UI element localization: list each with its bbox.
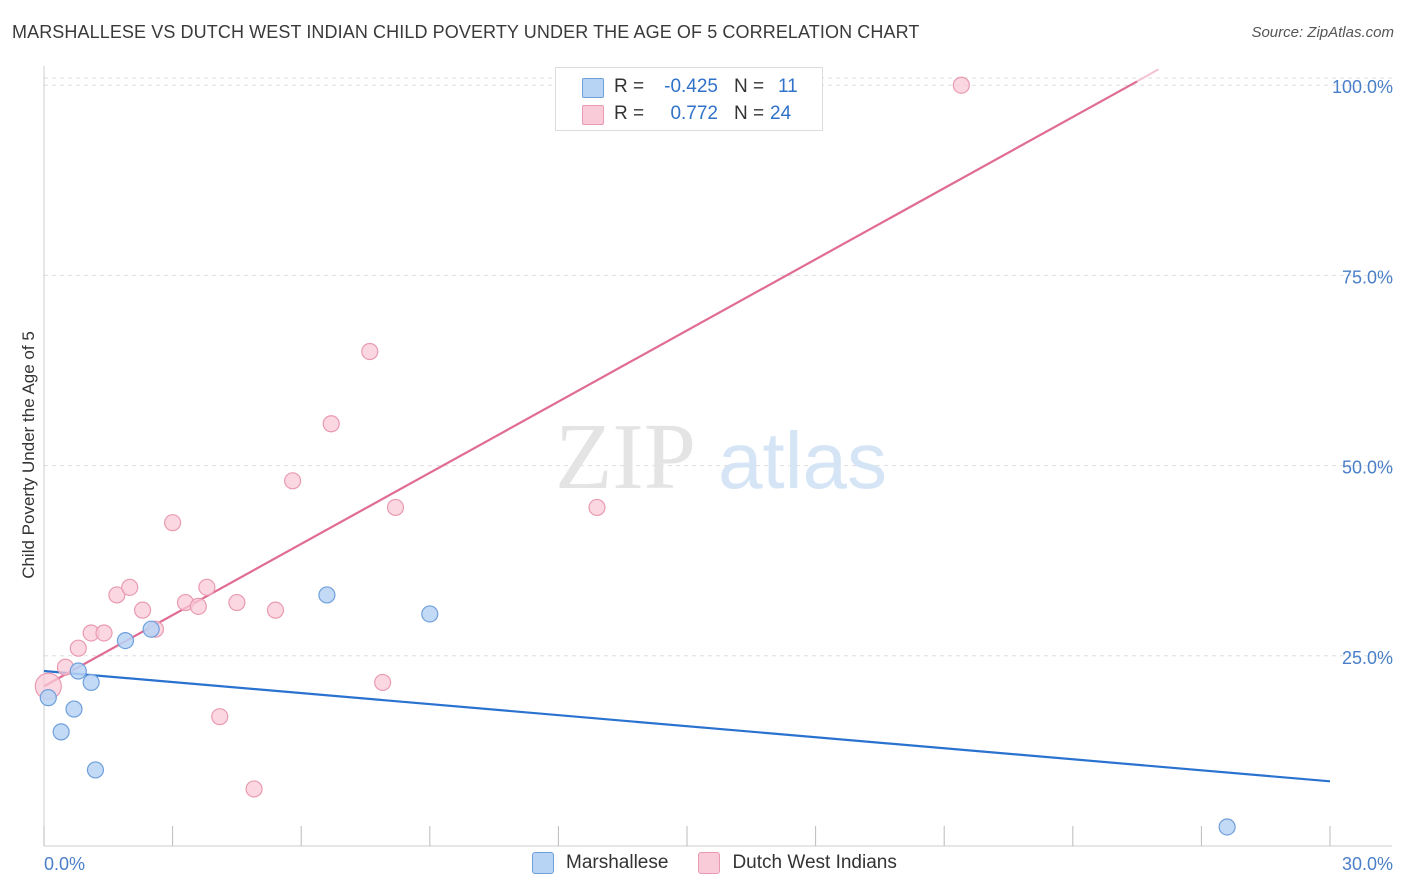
marshallese-point: [142, 620, 160, 638]
legend-r-label: R =: [614, 76, 645, 97]
marshallese-point: [1218, 818, 1236, 836]
grid-lines: [44, 77, 1392, 657]
dutch-west-indians-point: [284, 472, 302, 490]
legend-r-value: 0.772: [670, 103, 718, 124]
dutch-west-indians-point: [189, 597, 207, 615]
marshallese-point: [86, 761, 105, 779]
y-tick-label: 100.0%: [1332, 77, 1393, 97]
marshallese-point: [39, 689, 57, 707]
marshallese-point: [318, 586, 336, 604]
legend-n-value: 11: [778, 76, 798, 97]
dutch-west-indians-point: [361, 342, 379, 361]
watermark-zip: ZIP: [555, 405, 696, 509]
dutch-west-indians-point: [228, 593, 246, 612]
legend-n-label: N =: [734, 76, 765, 97]
dutch-west-indians-point: [266, 601, 285, 619]
legend-label-dutch: Dutch West Indians: [732, 852, 897, 873]
dutch-west-indians-point: [69, 639, 87, 657]
x-tick-label: 30.0%: [1342, 854, 1393, 874]
legend-row-dutch: R = 0.772 N = 24: [556, 100, 822, 128]
x-tick-label: 0.0%: [44, 854, 85, 874]
watermark: ZIP atlas: [555, 405, 887, 509]
trend-line-extension: [1136, 68, 1160, 83]
legend-swatch-dutch: [698, 852, 721, 874]
axes: [43, 66, 1392, 847]
marshallese-point: [421, 605, 439, 623]
legend-swatch-dutch: [582, 105, 604, 125]
legend-label-marshallese: Marshallese: [566, 852, 669, 873]
y-tick-label: 75.0%: [1342, 267, 1393, 287]
marshallese-point: [69, 662, 87, 680]
legend-n-value: 24: [770, 103, 792, 124]
marshallese-point: [65, 700, 83, 718]
correlation-legend: R = -0.425 N = 11 R = 0.772 N = 24: [555, 67, 823, 131]
dutch-west-indians-point: [108, 586, 126, 604]
dutch-west-indians-point: [386, 498, 405, 517]
chart-title: MARSHALLESE VS DUTCH WEST INDIAN CHILD P…: [12, 22, 920, 42]
dutch-west-indians-point: [588, 498, 606, 517]
marshallese-point: [116, 631, 135, 650]
y-tick-labels: 25.0% 50.0% 75.0% 100.0%: [1332, 77, 1393, 668]
y-tick-label: 50.0%: [1342, 458, 1393, 478]
trend-line: [43, 80, 1138, 688]
legend-swatch-marshallese: [532, 852, 554, 874]
dutch-west-indians-point: [245, 780, 263, 798]
trend-line: [43, 669, 1331, 783]
y-tick-label: 25.0%: [1342, 648, 1393, 668]
trend-lines: [43, 68, 1331, 783]
source-label: Source: ZipAtlas.com: [1251, 24, 1394, 41]
y-axis-label: Child Poverty Under the Age of 5: [19, 331, 38, 579]
legend-r-label: R =: [614, 103, 645, 124]
watermark-atlas: atlas: [718, 416, 887, 505]
dutch-west-indians-point: [133, 601, 152, 619]
legend-swatch-marshallese: [582, 78, 604, 98]
dutch-west-indians-point: [164, 514, 182, 532]
legend-r-value: -0.425: [664, 76, 718, 97]
dutch-west-indians-point: [95, 624, 113, 642]
dutch-west-indians-point: [121, 578, 139, 596]
legend-row-marshallese: R = -0.425 N = 11: [556, 73, 822, 101]
dutch-west-indians-point: [374, 673, 392, 692]
dutch-west-indians-point: [952, 76, 970, 94]
marshallese-point: [82, 673, 100, 692]
marshallese-point: [52, 723, 70, 741]
dutch-west-indians-point: [211, 708, 229, 726]
dutch-west-indians-point: [322, 415, 340, 433]
series-legend: Marshallese Dutch West Indians: [532, 852, 927, 874]
data-points: [34, 76, 1236, 836]
legend-item-marshallese: Marshallese: [532, 852, 668, 874]
dutch-west-indians-point: [198, 578, 216, 596]
legend-n-label: N =: [734, 103, 765, 124]
x-tick-labels: 0.0% 30.0%: [44, 854, 1393, 874]
legend-item-dutch: Dutch West Indians: [698, 852, 897, 874]
